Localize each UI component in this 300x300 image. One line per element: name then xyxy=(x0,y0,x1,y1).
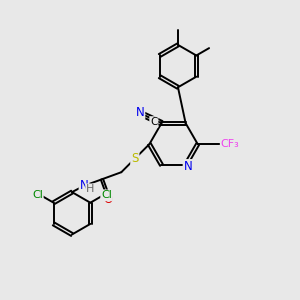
Text: H: H xyxy=(86,184,94,194)
Text: Cl: Cl xyxy=(32,190,43,200)
Text: O: O xyxy=(103,193,112,206)
Text: S: S xyxy=(131,152,139,165)
Text: CF₃: CF₃ xyxy=(221,139,239,149)
Text: C: C xyxy=(150,117,158,127)
Text: N: N xyxy=(184,160,192,173)
Text: Cl: Cl xyxy=(101,190,112,200)
Text: N: N xyxy=(80,179,88,192)
Text: N: N xyxy=(136,106,144,119)
